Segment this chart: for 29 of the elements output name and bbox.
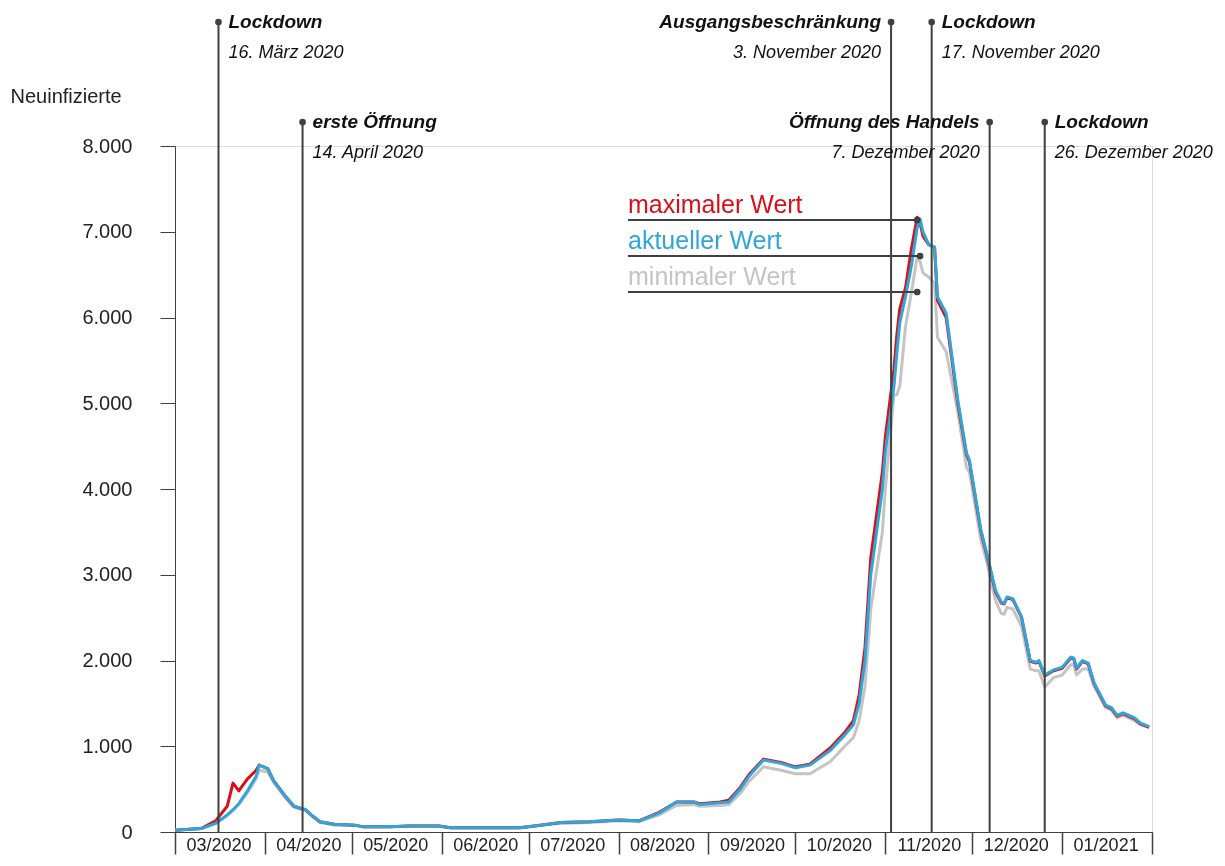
x-tick-label: 01/2021 (1073, 834, 1139, 855)
x-tick-label: 06/2020 (453, 834, 519, 855)
x-tick-label: 05/2020 (363, 834, 429, 855)
ref-line-label: Lockdown 17. November 2020 (941, 11, 1100, 62)
x-tick-label: 03/2020 (186, 834, 252, 855)
x-tick-label: 10/2020 (806, 834, 872, 855)
y-axis-title: Neuinfizierte (10, 84, 122, 107)
ref-line-label: erste Öffnung 14. April 2020 (312, 111, 438, 162)
text: minimaler Wert (628, 262, 796, 290)
x-tick-label: 11/2020 (897, 834, 962, 855)
y-tick-label: 3.000 (82, 563, 133, 586)
y-tick-label: 6.000 (82, 306, 133, 328)
text: maximaler Wert (628, 190, 803, 218)
y-tick-label: 7.000 (82, 220, 133, 243)
y-tick-label: 5.000 (82, 391, 133, 414)
y-tick-label: 2.000 (82, 649, 133, 671)
y-tick-label: 1.000 (82, 734, 133, 757)
ref-line-label: Ausgangsbeschränkung 3. November 2020 (658, 11, 882, 62)
y-tick-label: 4.000 (82, 477, 133, 500)
ref-line-label: Lockdown 26. Dezember 2020 (1053, 111, 1213, 162)
x-tick-label: 07/2020 (540, 834, 606, 855)
y-tick-label: 0 (121, 820, 133, 843)
x-tick-label: 12/2020 (983, 834, 1049, 855)
x-tick-label: 09/2020 (719, 834, 785, 855)
text: aktueller Wert (628, 226, 782, 254)
ref-line-label: Lockdown 16. März 2020 (228, 11, 344, 62)
x-tick-label: 08/2020 (630, 834, 696, 855)
y-tick-label: 8.000 (82, 134, 133, 157)
x-tick-label: 04/2020 (276, 834, 342, 855)
